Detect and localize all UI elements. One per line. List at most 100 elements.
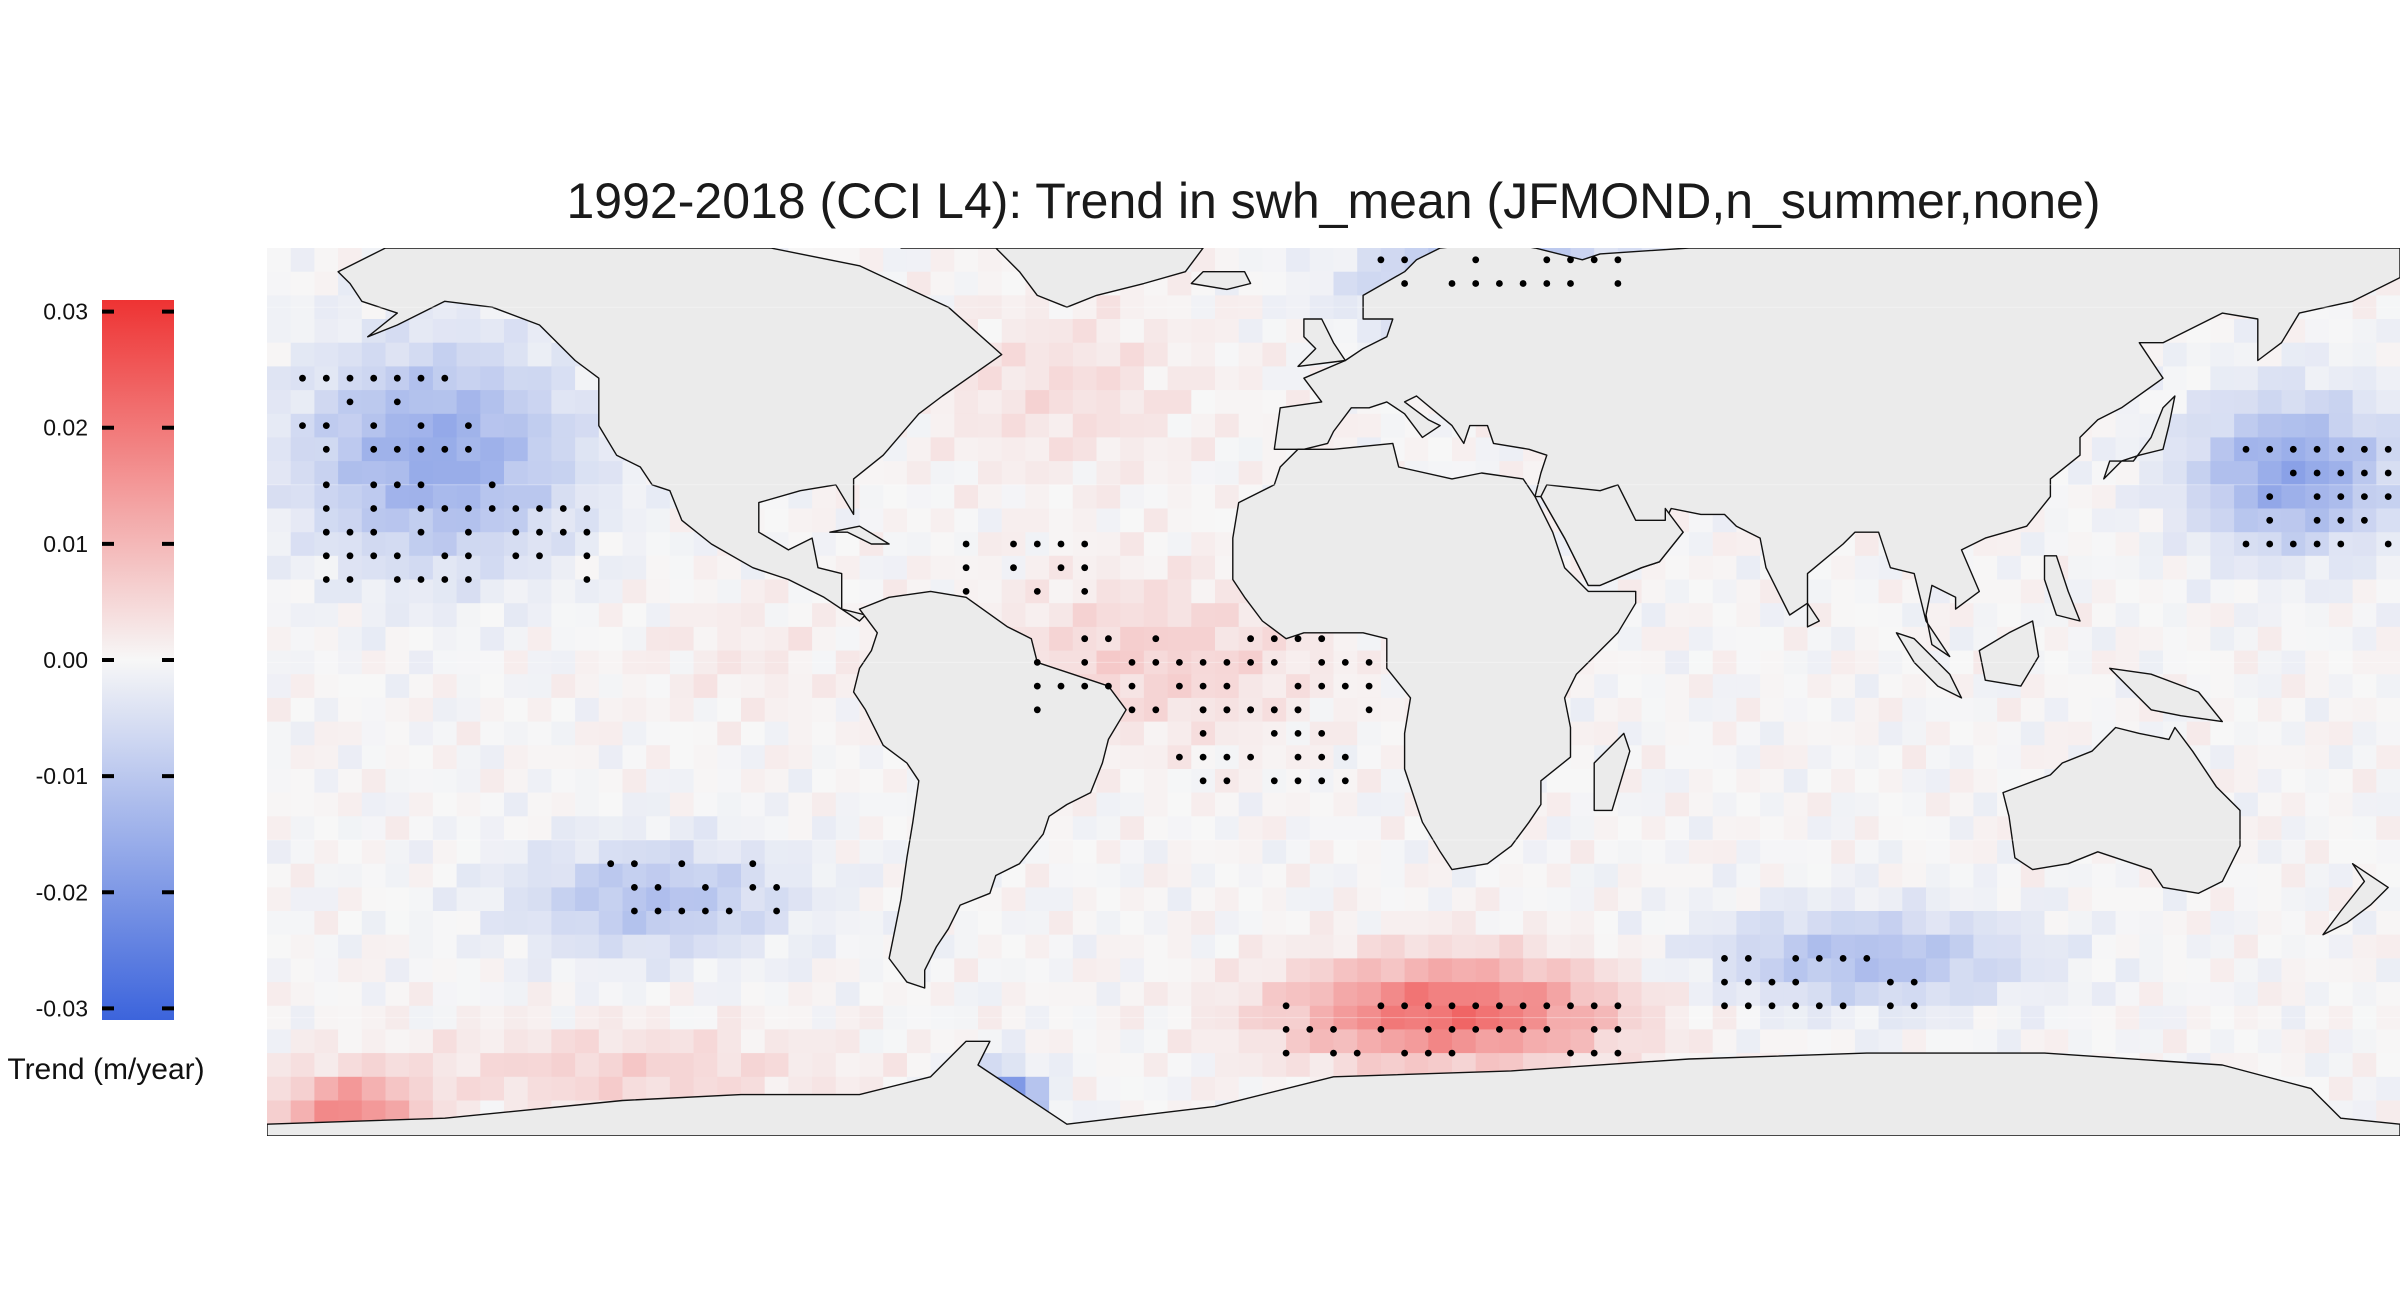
trend-cell (1689, 697, 1714, 723)
trend-cell (338, 1053, 363, 1078)
trend-cell (1854, 769, 1880, 794)
trend-cell (1120, 745, 1145, 770)
trend-cell (409, 532, 434, 557)
trend-cell (1380, 863, 1406, 888)
trend-cell (575, 840, 600, 865)
stipple-dot (1199, 682, 1207, 690)
trend-cell (1831, 816, 1856, 841)
trend-cell (1523, 958, 1548, 983)
trend-cell (1499, 863, 1524, 888)
trend-cell (2281, 721, 2306, 746)
stipple-dot (583, 552, 591, 560)
trend-cell (1783, 721, 1809, 746)
stipple-dot (1294, 753, 1302, 761)
trend-cell (1807, 745, 1832, 770)
trend-cell (1404, 863, 1429, 888)
trend-cell (432, 555, 458, 581)
trend-cell (2328, 816, 2354, 841)
trend-cell (385, 1005, 410, 1031)
trend-cell (954, 248, 979, 273)
trend-cell (1143, 674, 1169, 699)
trend-cell (1854, 721, 1880, 746)
stipple-dot (1247, 753, 1254, 761)
trend-cell (2210, 532, 2235, 557)
trend-cell (527, 390, 552, 415)
trend-cell (1878, 840, 1903, 865)
trend-cell (1333, 840, 1358, 865)
trend-cell (1357, 792, 1382, 817)
trend-cell (551, 461, 576, 486)
trend-cell (267, 271, 292, 296)
trend-cell (504, 721, 529, 746)
trend-cell (575, 603, 600, 628)
trend-cell (314, 461, 339, 486)
trend-cell (480, 982, 505, 1007)
stipple-dot (1839, 1002, 1847, 1010)
trend-cell (1262, 840, 1287, 865)
trend-cell (1617, 934, 1643, 959)
trend-cell (1096, 1005, 1121, 1031)
trend-cell (1049, 1053, 1074, 1078)
trend-cell (1736, 863, 1761, 888)
trend-cell (622, 650, 647, 675)
trend-cell (1926, 934, 1951, 959)
trend-cell (2281, 342, 2306, 367)
trend-cell (1238, 413, 1263, 439)
trend-cell (314, 484, 339, 510)
land-south-america (852, 590, 1127, 989)
trend-cell (1143, 982, 1169, 1007)
trend-cell (1191, 555, 1216, 581)
trend-cell (835, 792, 861, 817)
trend-cell (2257, 887, 2283, 912)
trend-cell (314, 1005, 339, 1031)
trend-cell (1689, 745, 1714, 770)
trend-cell (2352, 1005, 2377, 1031)
trend-cell (1783, 887, 1809, 912)
trend-cell (1570, 863, 1595, 888)
trend-cell (646, 911, 671, 936)
trend-cell (551, 934, 576, 959)
trend-cell (290, 1076, 315, 1102)
trend-cell (2068, 674, 2093, 699)
stipple-dot (2313, 493, 2321, 500)
trend-cell (812, 769, 837, 794)
trend-map[interactable] (267, 248, 2400, 1136)
trend-cell (1546, 982, 1572, 1007)
trend-cell (1096, 1053, 1121, 1078)
trend-cell (314, 863, 339, 888)
trend-cell (2163, 1005, 2188, 1031)
stipple-dot (393, 445, 401, 453)
trend-cell (1902, 792, 1927, 817)
trend-cell (1807, 982, 1832, 1007)
trend-cell (1689, 887, 1714, 912)
trend-cell (1854, 555, 1880, 581)
trend-cell (1143, 603, 1169, 628)
trend-cell (1973, 792, 1998, 817)
trend-cell (1807, 721, 1832, 746)
stipple-dot (1377, 1026, 1385, 1033)
trend-cell (598, 508, 624, 533)
trend-cell (2328, 366, 2354, 391)
trend-cell (361, 840, 387, 865)
trend-cell (1025, 863, 1050, 888)
trend-cell (2328, 413, 2354, 439)
trend-cell (527, 697, 552, 723)
trend-cell (1143, 295, 1169, 320)
trend-cell (859, 911, 884, 936)
trend-cell (1215, 366, 1240, 391)
trend-cell (290, 1053, 315, 1078)
trend-cell (2376, 840, 2400, 865)
stipple-dot (2384, 540, 2392, 548)
stipple-dot (1105, 682, 1112, 690)
trend-cell (480, 579, 505, 604)
trend-cell (480, 911, 505, 936)
trend-cell (2210, 911, 2235, 936)
trend-cell (338, 603, 363, 628)
trend-cell (1736, 840, 1761, 865)
trend-cell (646, 650, 671, 675)
trend-cell (2115, 508, 2140, 533)
trend-cell (2305, 745, 2330, 770)
trend-cell (1072, 1076, 1098, 1102)
trend-cell (1452, 1005, 1477, 1031)
trend-cell (1475, 934, 1500, 959)
